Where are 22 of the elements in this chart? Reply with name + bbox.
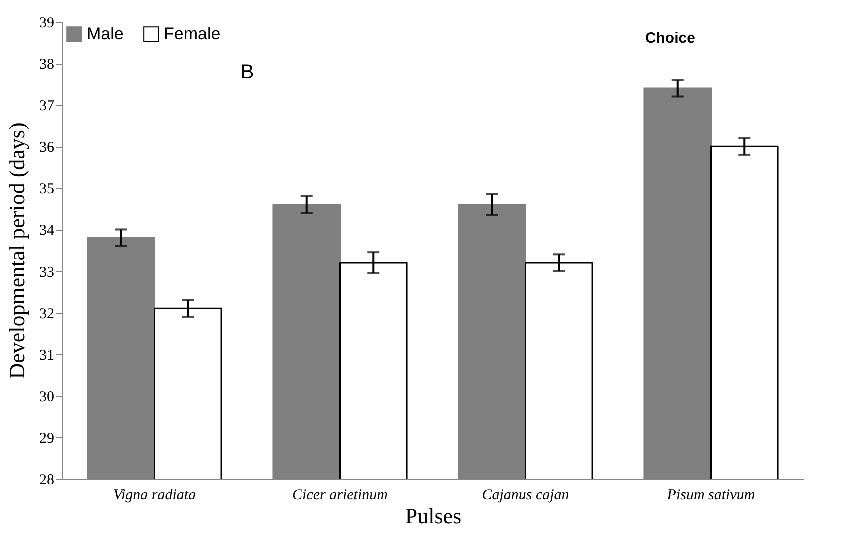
legend-label: Male [87, 24, 124, 44]
x-tick-label: Vigna radiata [113, 488, 196, 504]
y-tick-label: 35 [40, 182, 54, 198]
x-tick-label: Cicer arietinum [292, 488, 388, 504]
y-tick-label: 29 [40, 430, 54, 447]
x-axis-title: Pulses [405, 504, 462, 528]
y-tick-label: 38 [40, 57, 54, 74]
x-tick-label: Cajanus cajan [482, 488, 570, 504]
y-tick-label: 32 [40, 306, 54, 322]
y-tick-label: 33 [40, 264, 54, 281]
y-axis-title: Developmental period (days) [4, 122, 30, 380]
annotation: B [240, 61, 254, 84]
y-tick-label: 34 [40, 223, 55, 240]
y-tick-label: 36 [40, 140, 55, 156]
annotation: Choice [645, 30, 696, 47]
y-tick-label: 37 [40, 98, 55, 115]
y-tick-label: 28 [40, 472, 54, 488]
y-tick-label: 31 [40, 348, 54, 364]
y-tick-label: 39 [40, 16, 54, 32]
legend-label: Female [164, 24, 221, 44]
y-tick-label: 30 [40, 389, 54, 406]
x-tick-label: Pisum sativum [666, 488, 756, 504]
